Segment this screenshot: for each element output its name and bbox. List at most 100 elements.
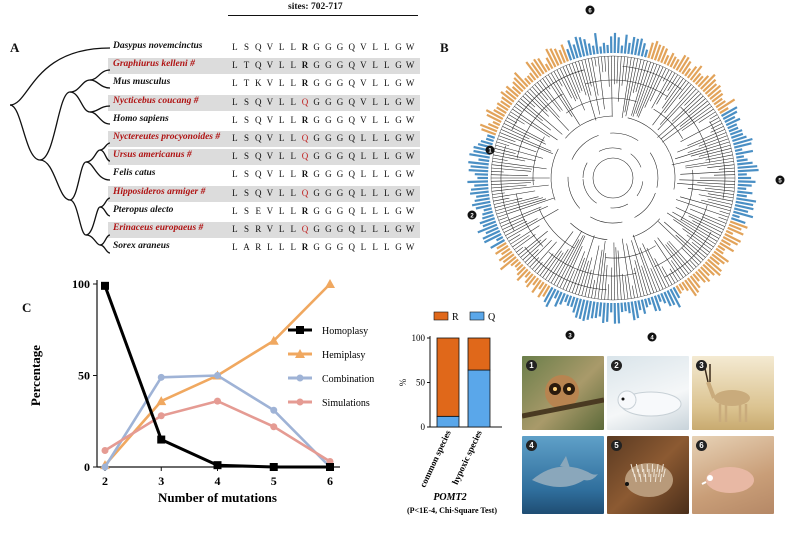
residue: L	[232, 169, 238, 180]
tree-branch	[634, 260, 645, 296]
tree-branch	[512, 108, 558, 141]
residue: L	[384, 187, 390, 198]
tree-leaf	[482, 220, 497, 228]
residue: L	[278, 169, 285, 180]
tree-leaf	[537, 283, 548, 298]
tree-branch	[664, 76, 681, 101]
tree-branch	[502, 218, 526, 230]
tree-leaf	[479, 123, 498, 133]
residue: R	[301, 114, 309, 125]
residue: L	[384, 205, 390, 216]
tree-leaf	[524, 270, 532, 278]
tree-leaf	[724, 115, 736, 123]
tree-branch	[562, 66, 578, 100]
residue: L	[278, 205, 285, 216]
marker-label: 4	[650, 336, 654, 342]
tree-leaf	[594, 301, 599, 319]
species-name: Nycticebus coucang #	[113, 95, 199, 106]
species-name: Hipposideros armiger #	[113, 186, 206, 197]
residue: L	[372, 114, 378, 125]
tree-branch	[531, 241, 557, 270]
tree-leaf	[545, 48, 557, 68]
tree-leaf	[689, 65, 703, 81]
tree-leaf	[481, 213, 494, 220]
bar-segment-r	[467, 337, 491, 371]
tree-arc	[630, 153, 642, 168]
tree-branch	[679, 179, 736, 182]
tree-branch	[677, 132, 727, 153]
tree-leaf	[707, 84, 722, 98]
residue: L	[372, 242, 378, 253]
tree-branch	[568, 64, 581, 93]
tree-leaf	[734, 204, 754, 211]
tree-arc	[653, 108, 683, 139]
tree-leaf	[657, 294, 662, 303]
tree-branch	[719, 210, 730, 215]
tree-branch	[709, 117, 720, 124]
residue: L	[267, 242, 273, 253]
marker-dot	[485, 145, 495, 155]
tree-leaf	[672, 286, 681, 299]
tree-leaf	[720, 106, 738, 117]
tree-leaf	[496, 102, 509, 112]
residue: G	[336, 205, 344, 216]
tree-leaf	[566, 48, 573, 61]
tree-branch	[666, 242, 692, 272]
tree-branch	[646, 247, 667, 288]
tree-arc	[636, 181, 644, 197]
species-name: Pteropus alecto	[113, 204, 174, 215]
tree-branch	[668, 240, 695, 270]
residue: Q	[348, 187, 355, 198]
tree-leaf	[490, 239, 506, 249]
bar-y-tick-label: 100	[412, 333, 426, 343]
data-point	[213, 461, 222, 470]
tree-leaf	[483, 233, 502, 244]
tree-branch	[688, 215, 723, 233]
tree-branch	[584, 59, 592, 87]
tree-branch	[705, 154, 733, 161]
tree-leaf	[474, 183, 489, 187]
residue: L	[290, 224, 297, 234]
tree-leaf	[660, 48, 669, 64]
tree-marker: 1	[485, 145, 495, 155]
residue: L	[384, 224, 390, 234]
legend-marker	[295, 349, 305, 358]
tree-leaf	[663, 54, 670, 65]
tree-branch	[689, 260, 697, 268]
residue: R	[301, 205, 309, 216]
tree-branch	[675, 207, 724, 230]
residue: L	[232, 187, 238, 198]
tree-branch	[635, 62, 655, 114]
tree-branch	[698, 135, 728, 147]
tree-branch	[636, 64, 658, 117]
tree-leaf	[500, 91, 515, 103]
tree-branch	[527, 240, 552, 266]
marker-dot	[647, 332, 657, 342]
tree-branch	[601, 56, 604, 73]
marker-label: 2	[470, 214, 474, 220]
residue: L	[384, 42, 390, 52]
tree-root-ring	[592, 157, 634, 199]
tree-leaf	[620, 302, 624, 313]
tree-branch	[500, 206, 549, 227]
marker-label: 1	[488, 149, 492, 155]
tree-branch	[690, 144, 731, 157]
sites-header: sites: 702-717	[288, 2, 343, 12]
bar-y-tick-label: 0	[421, 422, 426, 432]
tree-branch	[518, 230, 548, 256]
tree-arc	[634, 192, 656, 218]
residue: Q	[301, 133, 309, 143]
panel-a-letter: A	[10, 40, 20, 55]
panel-b-letter: B	[440, 40, 449, 55]
tree-branch	[639, 247, 658, 292]
tree-leaf	[737, 180, 756, 183]
tree-leaf	[486, 134, 496, 139]
tree-leaf	[627, 301, 631, 314]
tree-leaf	[559, 292, 566, 305]
tree-branch	[539, 231, 574, 276]
tree-leaf	[717, 98, 736, 112]
data-point	[157, 412, 165, 420]
x-axis-title: Number of mutations	[158, 490, 277, 505]
series-line-combination	[103, 374, 331, 468]
